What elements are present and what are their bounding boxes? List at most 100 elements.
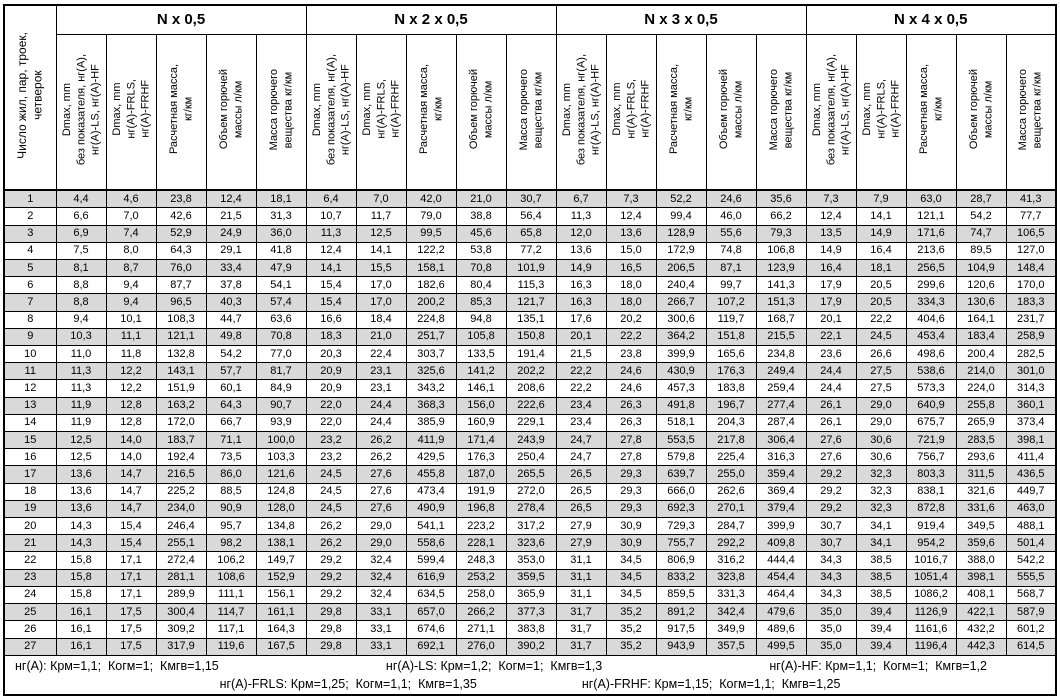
value-cell: 919,4 [905, 517, 957, 536]
value-cell: 12,4 [605, 207, 657, 226]
value-cell: 14,3 [55, 534, 107, 553]
value-cell: 15,4 [105, 534, 157, 553]
table-row: 5 8,1 8,7 76,0 33,4 47,9 14,1 15,5 158,1 70,8 101,… [3, 259, 1057, 278]
value-cell: 93,9 [255, 413, 307, 433]
value-cell: 601,2 [1005, 620, 1057, 639]
value-cell: 316,2 [705, 551, 757, 570]
subcol-header-g2-c4: Объем горючей массы л/км [455, 33, 507, 191]
value-cell: 490,9 [405, 499, 457, 519]
table-row: 13 11,9 12,8 163,2 64,3 90,7 22,0 24,4 368,3 156,… [3, 396, 1057, 415]
value-cell: 316,3 [755, 448, 807, 467]
value-cell: 21,5 [555, 345, 607, 364]
value-cell: 15,4 [305, 293, 357, 312]
value-cell: 223,2 [455, 517, 507, 536]
value-cell: 20,9 [305, 379, 357, 398]
value-cell: 27,5 [855, 362, 907, 381]
value-cell: 121,6 [255, 465, 307, 484]
value-cell: 26,1 [805, 413, 857, 433]
value-cell: 23,2 [305, 448, 357, 467]
value-cell: 44,7 [205, 310, 257, 329]
value-cell: 16,5 [605, 259, 657, 278]
row-number: 13 [3, 396, 57, 415]
value-cell: 119,6 [205, 637, 257, 656]
value-cell: 7,5 [55, 241, 107, 261]
value-cell: 14,1 [855, 207, 907, 226]
value-cell: 119,7 [705, 310, 757, 329]
subcol-header-label: Dmax, mm нг(А)-FRLS, нг(А)-FRHF [110, 79, 152, 140]
value-cell: 29,0 [855, 413, 907, 433]
subcol-header-label: Dmax, mm без показателя, нг(А), нг(А)-LS… [560, 53, 602, 165]
table-row: 19 13,6 14,7 234,0 90,9 128,0 24,5 27,6 490,9 196… [3, 499, 1057, 519]
value-cell: 31,1 [555, 551, 607, 570]
value-cell: 200,4 [955, 345, 1007, 364]
value-cell: 134,8 [255, 517, 307, 536]
value-cell: 436,5 [1005, 465, 1057, 484]
value-cell: 101,9 [505, 259, 557, 278]
value-cell: 128,9 [655, 224, 707, 243]
value-cell: 806,9 [655, 551, 707, 570]
value-cell: 31,3 [255, 207, 307, 226]
value-cell: 38,8 [455, 207, 507, 226]
row-number: 23 [3, 568, 57, 587]
value-cell: 18,4 [355, 310, 407, 329]
row-number: 19 [3, 499, 57, 519]
row-number: 20 [3, 517, 57, 536]
value-cell: 17,1 [105, 568, 157, 587]
value-cell: 95,7 [205, 517, 257, 536]
subcol-header-g1-c4: Объем горючей массы л/км [205, 33, 257, 191]
row-number: 18 [3, 482, 57, 501]
value-cell: 64,3 [205, 396, 257, 415]
value-cell: 121,1 [905, 207, 957, 226]
group-title-row: Число жил, пар, троек, четверок N x 0,5 … [3, 4, 1057, 191]
value-cell: 94,8 [455, 310, 507, 329]
footnote-ng-a-ls: нг(А)-LS: Крм=1,2; Когм=1; Кмгв=1,3 [385, 659, 603, 673]
value-cell: 8,8 [55, 293, 107, 312]
value-cell: 158,1 [405, 259, 457, 278]
value-cell: 11,3 [555, 207, 607, 226]
value-cell: 32,4 [355, 568, 407, 587]
value-cell: 1161,6 [905, 620, 957, 639]
value-cell: 64,3 [155, 241, 207, 261]
value-cell: 265,5 [505, 465, 557, 484]
value-cell: 214,0 [955, 362, 1007, 381]
value-cell: 114,7 [205, 603, 257, 622]
value-cell: 1126,9 [905, 603, 957, 622]
value-cell: 22,2 [855, 310, 907, 329]
value-cell: 16,4 [855, 241, 907, 261]
value-cell: 38,5 [855, 551, 907, 570]
value-cell: 21,0 [355, 327, 407, 347]
value-cell: 541,1 [405, 517, 457, 536]
value-cell: 32,3 [855, 499, 907, 519]
value-cell: 35,6 [755, 189, 807, 209]
value-cell: 18,0 [605, 293, 657, 312]
value-cell: 301,0 [1005, 362, 1057, 381]
value-cell: 359,4 [755, 465, 807, 484]
value-cell: 122,2 [405, 241, 457, 261]
value-cell: 498,6 [905, 345, 957, 364]
value-cell: 14,9 [555, 259, 607, 278]
value-cell: 171,4 [455, 431, 507, 450]
value-cell: 29,8 [305, 637, 357, 656]
value-cell: 430,9 [655, 362, 707, 381]
subcol-header-label: Масса горючего вещества кг/км [267, 68, 294, 150]
value-cell: 128,0 [255, 499, 307, 519]
value-cell: 449,7 [1005, 482, 1057, 501]
table-row: 15 12,5 14,0 183,7 71,1 100,0 23,2 26,2 411,9 171… [3, 431, 1057, 450]
value-cell: 24,5 [855, 327, 907, 347]
value-cell: 803,3 [905, 465, 957, 484]
value-cell: 66,2 [755, 207, 807, 226]
table-row: 23 15,8 17,1 281,1 108,6 152,9 29,2 32,4 616,9 25… [3, 568, 1057, 587]
footnote-cell: нг(А): Крм=1,1; Когм=1; Кмгв=1,15 нг(А)-… [3, 655, 1057, 696]
value-cell: 12,8 [105, 413, 157, 433]
value-cell: 349,9 [705, 620, 757, 639]
value-cell: 15,4 [105, 517, 157, 536]
value-cell: 9,4 [105, 293, 157, 312]
value-cell: 141,2 [455, 362, 507, 381]
value-cell: 121,7 [505, 293, 557, 312]
value-cell: 99,4 [655, 207, 707, 226]
value-cell: 217,8 [705, 431, 757, 450]
value-cell: 7,0 [105, 207, 157, 226]
value-cell: 491,8 [655, 396, 707, 415]
value-cell: 29,8 [305, 620, 357, 639]
value-cell: 6,9 [55, 224, 107, 243]
